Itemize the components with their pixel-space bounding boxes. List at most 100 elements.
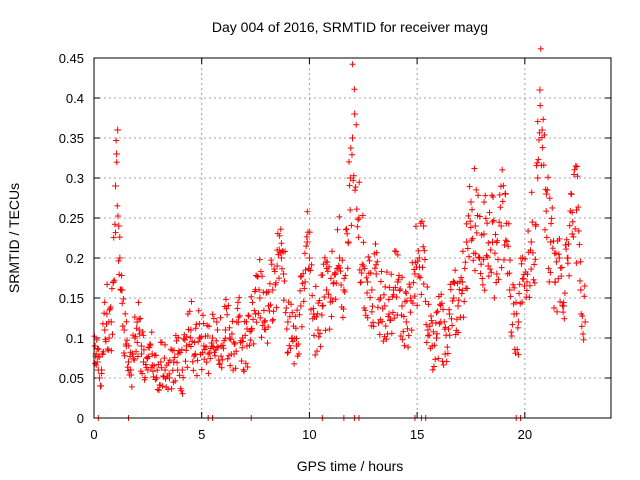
data-point — [368, 286, 376, 294]
data-point — [560, 309, 567, 316]
data-point — [357, 279, 364, 286]
data-point — [374, 258, 381, 265]
data-point — [98, 370, 105, 377]
data-point — [262, 317, 269, 324]
data-point — [432, 356, 439, 363]
data-point — [508, 329, 515, 336]
data-point — [268, 257, 275, 264]
data-point — [525, 227, 532, 234]
data-point — [536, 86, 544, 94]
data-point — [125, 367, 132, 374]
data-point — [216, 360, 223, 367]
data-point — [206, 349, 213, 356]
data-point — [494, 237, 501, 244]
data-point — [480, 256, 487, 263]
data-point — [410, 279, 417, 286]
data-point — [194, 357, 201, 364]
data-point — [400, 313, 407, 320]
data-point — [204, 350, 212, 358]
data-point — [514, 324, 521, 331]
data-point — [399, 336, 406, 343]
data-point — [277, 254, 285, 262]
data-point — [501, 241, 508, 248]
data-point — [478, 261, 485, 268]
x-tick-label: 10 — [302, 427, 316, 442]
data-point — [396, 287, 403, 294]
data-point — [493, 270, 501, 278]
data-point — [575, 227, 582, 234]
data-point — [190, 367, 197, 374]
data-point — [340, 306, 347, 313]
data-point — [502, 190, 509, 197]
data-point — [382, 283, 389, 290]
data-point — [396, 272, 403, 279]
data-point — [473, 186, 480, 193]
data-point — [484, 220, 491, 227]
data-point — [421, 256, 428, 263]
data-point — [572, 163, 579, 170]
data-point — [281, 278, 288, 285]
data-point — [213, 318, 221, 326]
data-point — [210, 315, 217, 322]
data-point — [284, 349, 291, 356]
data-point — [534, 174, 542, 182]
data-point — [380, 338, 387, 345]
data-point — [201, 346, 208, 353]
data-point — [452, 267, 459, 274]
data-point — [426, 323, 433, 330]
data-point — [108, 285, 115, 292]
data-point — [286, 313, 293, 320]
data-point — [166, 370, 173, 377]
data-point — [104, 281, 111, 288]
data-point — [151, 362, 158, 369]
data-point — [385, 313, 392, 320]
data-point — [159, 383, 166, 390]
data-point — [315, 333, 322, 340]
y-tick-label: 0 — [77, 411, 84, 426]
data-point — [502, 237, 509, 244]
data-point — [497, 222, 505, 230]
data-point — [526, 282, 533, 289]
data-point — [244, 364, 251, 371]
y-axis-label: SRMTID / TECUs — [6, 183, 22, 293]
data-point — [229, 318, 236, 325]
data-point — [154, 386, 161, 393]
data-point — [220, 345, 227, 352]
data-point — [218, 353, 225, 360]
data-point — [385, 296, 392, 303]
data-point — [95, 346, 102, 353]
data-point — [458, 274, 465, 281]
data-point — [292, 342, 300, 350]
data-point — [370, 319, 377, 326]
data-point — [257, 268, 264, 275]
data-point — [540, 116, 547, 123]
data-point — [465, 253, 472, 260]
x-tick-label: 20 — [518, 427, 532, 442]
data-point — [376, 331, 383, 338]
y-tick-label: 0.1 — [66, 331, 84, 346]
data-point — [418, 218, 425, 225]
data-point — [205, 370, 212, 377]
data-point — [549, 245, 556, 252]
data-point — [124, 358, 132, 366]
data-point — [459, 248, 466, 255]
data-point — [171, 354, 178, 361]
data-point — [122, 310, 129, 317]
data-point — [218, 364, 225, 371]
data-point — [102, 338, 109, 345]
data-point — [174, 367, 181, 374]
data-point — [405, 344, 412, 351]
data-point — [348, 151, 355, 158]
data-point — [195, 307, 202, 314]
data-point — [288, 301, 295, 308]
data-point — [303, 233, 310, 240]
data-point — [436, 320, 443, 327]
data-point — [433, 334, 441, 342]
data-point — [113, 159, 120, 166]
data-point — [503, 238, 510, 245]
data-point — [187, 334, 194, 341]
data-point — [215, 344, 222, 351]
data-point — [407, 309, 414, 316]
data-point — [539, 144, 546, 151]
data-point — [282, 309, 289, 316]
